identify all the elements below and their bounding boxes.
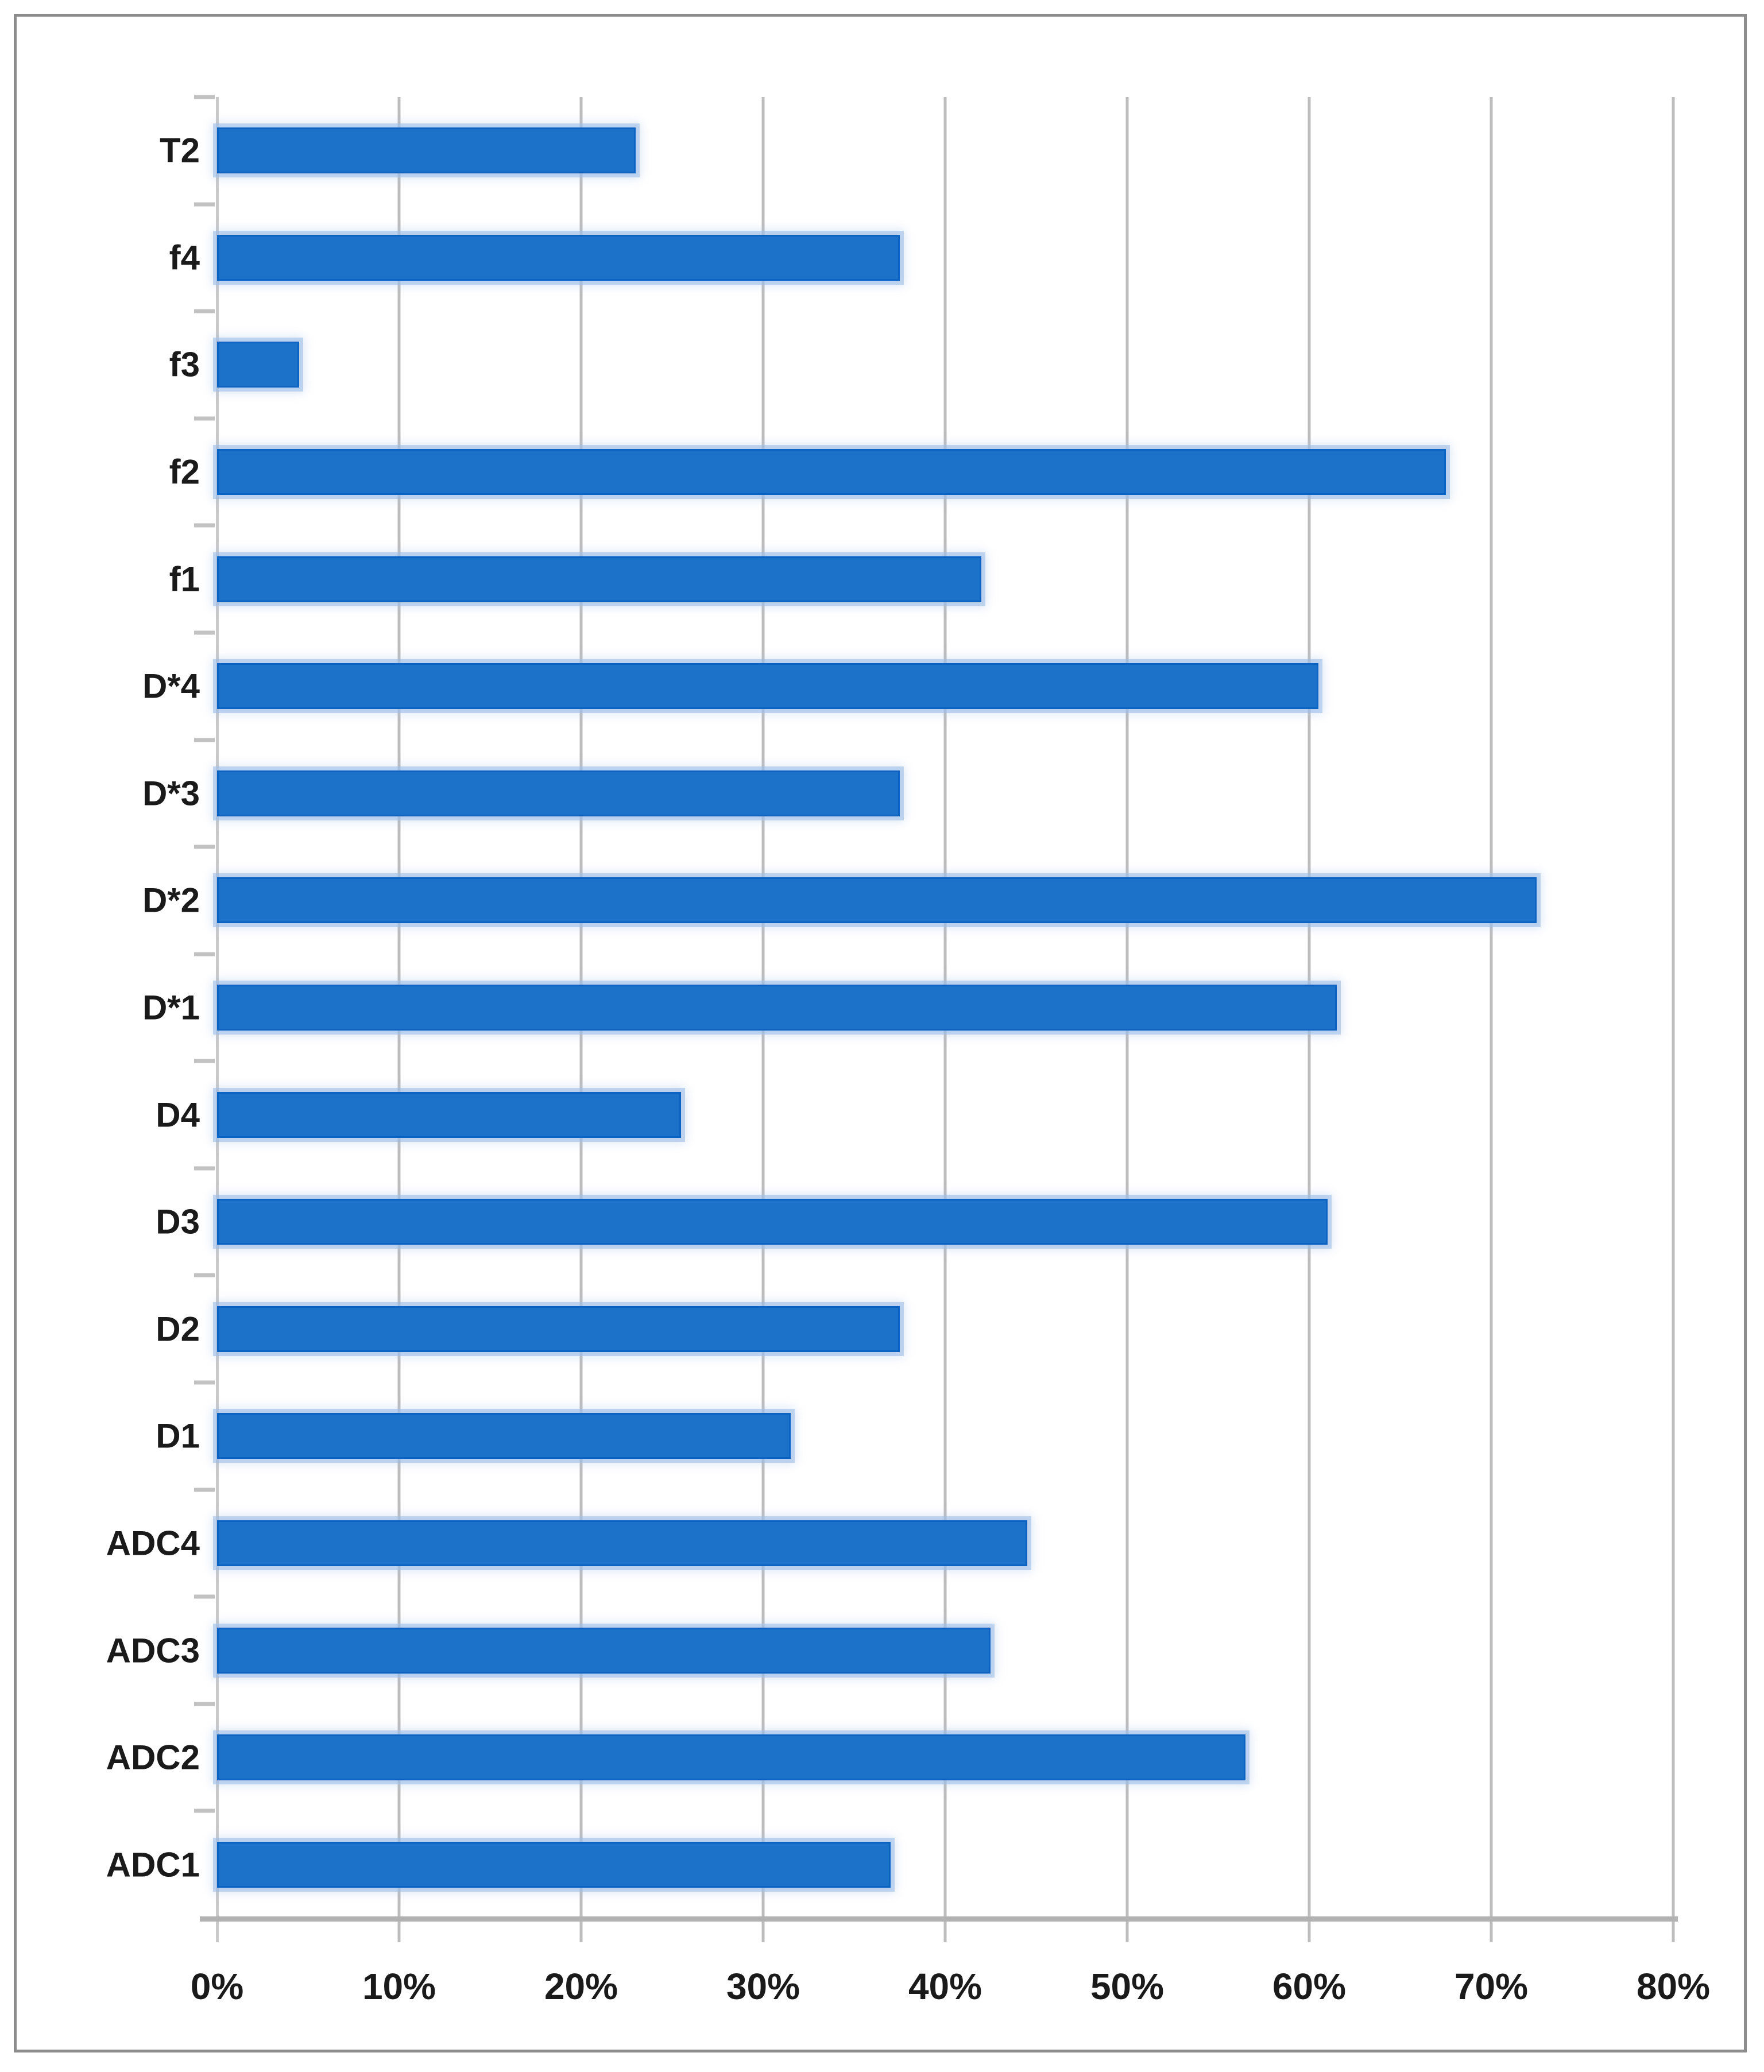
bar-D4 [217,1091,682,1138]
bar-row: D*4 [142,633,1673,740]
x-axis-tick-label-50%: 50% [1090,1966,1165,2007]
bar-f2 [217,449,1446,495]
bar-row: ADC1 [106,1811,1673,1918]
bar-row: T2 [160,97,1673,204]
x-axis-tick-label-20%: 20% [544,1966,618,2007]
bar-row: D1 [156,1382,1673,1490]
category-label-D*3: D*3 [142,774,200,813]
category-label-f3: f3 [169,345,200,384]
category-label-ADC1: ADC1 [106,1845,200,1884]
category-label-ADC2: ADC2 [106,1738,200,1777]
bar-D*1 [217,984,1337,1031]
y-axis-tick [194,309,215,313]
bar-row: f1 [169,525,1673,633]
bar-ADC3 [217,1627,991,1674]
bar-f4 [217,234,900,281]
x-axis-tick-label-60%: 60% [1272,1966,1347,2007]
y-axis-tick [194,1594,215,1599]
y-axis-tick [194,1380,215,1385]
category-label-f4: f4 [169,238,200,277]
category-label-D*2: D*2 [142,881,200,920]
gridline-80pct [1672,97,1675,1942]
bar-row: D2 [156,1275,1673,1382]
bar-row: D*1 [142,954,1673,1062]
x-axis-tick-label-0%: 0% [190,1966,244,2007]
y-axis-tick [194,630,215,635]
chart-frame: T2 f4 f3 f2 f1 D*4 D*3 D*2 D*1 D4 D3 D2 D1 ADC4 ADC3 AD… [14,14,1747,2052]
y-axis-tick [194,95,215,99]
category-label-ADC4: ADC4 [106,1524,200,1563]
bar-D3 [217,1199,1328,1245]
bar-row: f2 [169,419,1673,526]
bar-D*3 [217,770,900,816]
y-axis-tick [194,1059,215,1063]
category-label-ADC3: ADC3 [106,1631,200,1670]
y-axis-tick [194,952,215,956]
y-axis-tick [194,1488,215,1492]
bar-row: D*3 [142,740,1673,847]
bar-ADC2 [217,1734,1246,1781]
gridline-70pct [1490,97,1493,1942]
x-axis-labels-row: 0% 10% 20% 30% 40% 50% 60% 70% 80% [191,1918,1710,2021]
plot-area: T2 f4 f3 f2 f1 D*4 D*3 D*2 D*1 D4 D3 D2 D1 ADC4 ADC3 AD… [106,95,1710,2007]
bar-row: ADC2 [106,1704,1673,1811]
bar-row: D3 [156,1168,1673,1276]
x-axis-tick-label-80%: 80% [1636,1966,1711,2007]
x-axis-tick-label-10%: 10% [362,1966,436,2007]
category-label-T2: T2 [159,131,200,170]
category-label-D2: D2 [156,1310,200,1349]
bar-row: ADC3 [106,1597,1673,1704]
category-label-D1: D1 [156,1416,200,1455]
y-axis-tick [194,416,215,421]
category-label-D*4: D*4 [142,667,200,706]
y-axis-tick [194,523,215,528]
category-label-f2: f2 [169,452,200,491]
bar-row: f4 [169,204,1673,312]
bar-D1 [217,1413,791,1459]
category-label-D4: D4 [156,1095,200,1134]
bar-row: f3 [169,311,1673,419]
category-label-D*1: D*1 [142,988,200,1027]
bar-ADC4 [217,1520,1027,1566]
y-axis-tick [194,1702,215,1706]
bar-row: D4 [156,1061,1673,1168]
bar-f3 [217,342,299,388]
bar-f1 [217,556,982,602]
category-label-D3: D3 [156,1202,200,1241]
y-axis-tick [194,1273,215,1277]
bar-T2 [217,127,636,174]
x-axis-baseline [200,1916,1678,1922]
bar-D2 [217,1306,900,1352]
y-axis-tick [194,1808,215,1813]
bar-ADC1 [217,1841,891,1888]
bar-row: D*2 [142,847,1673,954]
y-axis-tick [194,845,215,849]
bar-D*2 [217,877,1537,924]
category-label-f1: f1 [169,560,200,599]
x-axis-tick-label-30%: 30% [726,1966,800,2007]
bar-row: ADC4 [106,1490,1673,1597]
x-axis-tick-label-70%: 70% [1454,1966,1529,2007]
y-axis-tick [194,202,215,207]
x-axis-tick-label-40%: 40% [908,1966,982,2007]
bar-D*4 [217,663,1318,710]
y-axis-tick [194,738,215,742]
y-axis-tick [194,1166,215,1171]
